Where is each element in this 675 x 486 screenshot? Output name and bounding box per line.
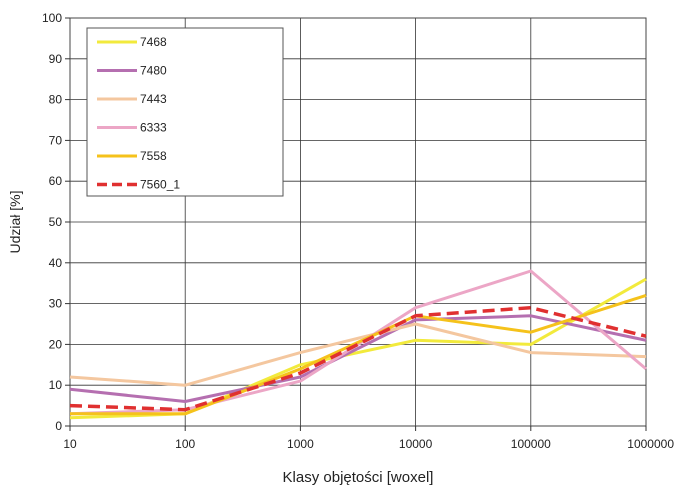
x-tick-label: 1000 (287, 437, 314, 451)
y-tick-label: 90 (49, 52, 63, 66)
x-tick-label: 10 (63, 437, 77, 451)
legend-label-7443: 7443 (140, 92, 167, 106)
y-tick-label: 80 (49, 93, 63, 107)
series-line-7480 (69, 314, 647, 403)
x-tick-label: 10000 (399, 437, 433, 451)
y-tick-label: 20 (49, 337, 63, 351)
x-tick-label: 1000000 (627, 437, 674, 451)
y-tick-label: 100 (42, 11, 62, 25)
x-tick-label: 100 (175, 437, 195, 451)
series-line-7558 (70, 293, 647, 416)
y-axis-label: Udział [%] (7, 190, 23, 253)
y-tick-label: 70 (49, 133, 63, 147)
series-line-7443 (69, 322, 647, 387)
series-line-7560_1 (69, 305, 647, 412)
legend-label-7558: 7558 (140, 149, 167, 163)
series-lines (69, 269, 647, 420)
legend-label-6333: 6333 (140, 121, 167, 135)
legend-label-7480: 7480 (140, 64, 167, 78)
x-tick-label: 100000 (511, 437, 551, 451)
y-axis-ticks: 0 10 20 30 40 50 60 70 80 90 100 (42, 11, 70, 433)
legend: 7468 7480 7443 6333 7558 7560_1 (86, 27, 284, 197)
legend-label-7560_1: 7560_1 (140, 178, 180, 192)
legend-box (86, 27, 284, 197)
x-axis-ticks: 10 100 1000 10000 100000 1000000 (63, 426, 674, 451)
x-axis-label: Klasy objętości [woxel] (283, 469, 434, 486)
y-tick-label: 0 (55, 419, 62, 433)
y-tick-label: 40 (49, 256, 63, 270)
y-tick-label: 60 (49, 174, 63, 188)
y-tick-label: 50 (49, 215, 63, 229)
y-tick-label: 30 (49, 297, 63, 311)
legend-label-7468: 7468 (140, 35, 167, 49)
y-tick-label: 10 (49, 378, 63, 392)
